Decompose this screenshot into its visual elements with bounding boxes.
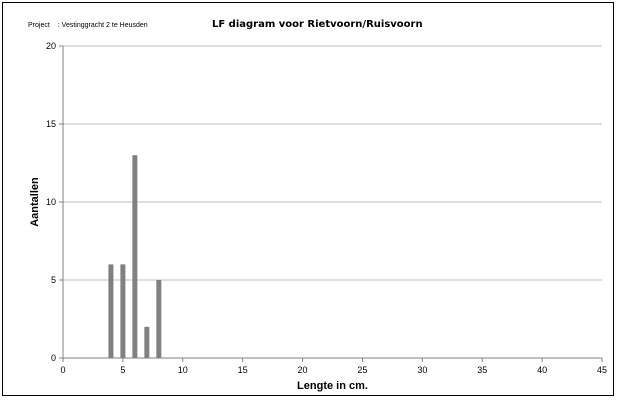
axes [59, 45, 603, 362]
project-info: Project : Vestinggracht 2 te Heusden [28, 22, 148, 29]
y-tick-label-10: 10 [46, 197, 56, 207]
x-tick-label-40: 40 [537, 365, 547, 375]
x-tick-label-25: 25 [357, 365, 367, 375]
x-tick-label-30: 30 [417, 365, 427, 375]
x-tick-label-5: 5 [120, 365, 125, 375]
y-tick-label-20: 20 [46, 41, 56, 51]
bar-7 [144, 326, 150, 358]
bar-5 [120, 264, 126, 358]
x-tick-label-20: 20 [298, 365, 308, 375]
grid-lines [63, 45, 602, 281]
project-label: Project [28, 22, 50, 29]
project-value: : Vestinggracht 2 te Heusden [57, 22, 148, 29]
bars [108, 155, 162, 358]
x-tick-label-35: 35 [477, 365, 487, 375]
chart-title: LF diagram voor Rietvoorn/Ruisvoorn [212, 19, 423, 30]
y-tick-label-0: 0 [51, 353, 56, 363]
x-axis-title: Lengte in cm. [297, 380, 368, 392]
x-tick-label-0: 0 [60, 365, 65, 375]
bar-6 [132, 155, 138, 358]
x-tick-label-10: 10 [178, 365, 188, 375]
x-tick-label-15: 15 [238, 365, 248, 375]
bar-4 [108, 264, 114, 358]
y-axis-title: Aantallen [29, 177, 41, 227]
bar-8 [156, 280, 162, 358]
chart-frame [2, 2, 614, 396]
y-tick-label-5: 5 [51, 275, 56, 285]
y-tick-label-15: 15 [46, 119, 56, 129]
x-tick-label-45: 45 [597, 365, 607, 375]
tick-labels: 0 5 10 15 20 0 5 10 15 20 25 30 35 40 45 [46, 41, 607, 375]
